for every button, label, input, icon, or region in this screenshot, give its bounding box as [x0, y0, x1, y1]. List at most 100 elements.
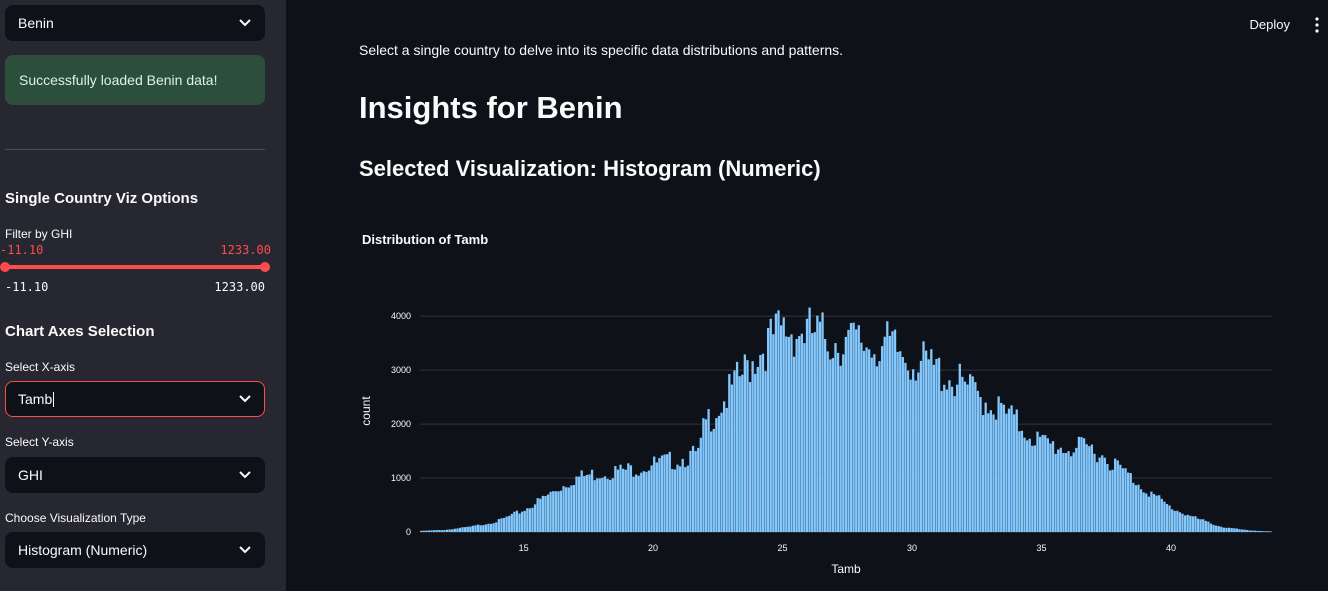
histogram-bar [976, 390, 980, 532]
histogram-bar [686, 465, 690, 532]
histogram-bar [440, 530, 444, 532]
histogram-bar [699, 437, 702, 532]
histogram-bar [427, 530, 431, 532]
histogram-bar [650, 465, 653, 532]
histogram-bar [562, 486, 565, 532]
histogram-bar [464, 527, 467, 532]
histogram-bar [1191, 516, 1195, 532]
histogram-bar [1005, 413, 1008, 532]
ghi-slider-max-thumb[interactable] [260, 262, 270, 272]
histogram-bar [1129, 473, 1132, 532]
histogram-bar [862, 350, 866, 532]
histogram-bar [1207, 521, 1210, 532]
histogram-bar [443, 530, 446, 532]
chevron-down-icon [239, 471, 251, 479]
histogram-bar [883, 336, 886, 532]
histogram-bar [1183, 515, 1187, 532]
histogram-bar [707, 409, 710, 532]
histogram-bar [842, 354, 845, 532]
histogram-bar [1230, 528, 1233, 532]
histogram-bar [559, 490, 563, 532]
histogram-bar [1256, 530, 1259, 532]
histogram-bar [1098, 457, 1101, 532]
histogram-bar [930, 349, 933, 532]
viz-type-select[interactable]: Histogram (Numeric) [5, 532, 265, 568]
histogram-bar [479, 525, 482, 532]
histogram-bar [526, 508, 529, 532]
histogram-bar [565, 487, 568, 532]
ghi-slider-track[interactable] [5, 265, 265, 269]
histogram-bar [583, 476, 586, 532]
histogram-bar [1090, 444, 1094, 532]
chevron-down-icon [239, 395, 251, 403]
histogram-bar [653, 456, 656, 532]
histogram-bar [489, 523, 493, 532]
histogram-bar [515, 510, 519, 532]
histogram-bar [1023, 437, 1026, 532]
histogram-bar [1225, 527, 1228, 532]
x-tick-label: 30 [907, 543, 917, 553]
histogram-bar [1044, 435, 1047, 532]
histogram-bar [1108, 470, 1112, 532]
histogram-bar [609, 479, 612, 532]
histogram-bar [906, 370, 910, 532]
histogram-bar [453, 528, 456, 532]
histogram-bar [1031, 445, 1034, 532]
histogram-bar [940, 391, 943, 532]
country-select[interactable]: Benin [5, 5, 265, 41]
x-axis-select[interactable]: Tamb [5, 381, 265, 417]
histogram-bar [896, 351, 899, 532]
histogram-bar [513, 511, 516, 532]
histogram-bar [1194, 516, 1197, 532]
histogram-bar [616, 469, 620, 532]
histogram-bar [1025, 440, 1029, 532]
histogram-bar [981, 415, 985, 532]
histogram-bar [904, 362, 907, 532]
histogram-bar [1103, 457, 1106, 532]
deploy-button[interactable]: Deploy [1249, 17, 1290, 32]
axes-heading: Chart Axes Selection [5, 323, 155, 340]
histogram-bar [994, 419, 998, 532]
histogram-bar [1013, 414, 1016, 532]
histogram-bar [987, 413, 990, 532]
histogram-bar [430, 530, 433, 532]
histogram-bar [621, 468, 625, 532]
histogram-bar [798, 336, 801, 532]
histogram-bar [497, 519, 500, 532]
histogram-bar [557, 491, 560, 532]
x-tick-label: 40 [1166, 543, 1176, 553]
country-select-value: Benin [18, 15, 54, 31]
histogram-bar [1246, 529, 1249, 532]
histogram-bar [1093, 453, 1096, 532]
histogram-bar [523, 510, 526, 532]
histogram-bar [554, 491, 557, 532]
histogram-bar [1077, 436, 1081, 532]
y-axis-select[interactable]: GHI [5, 457, 265, 493]
y-axis-title: count [359, 396, 373, 426]
histogram-bar [1132, 482, 1135, 532]
y-tick-label: 1000 [391, 473, 411, 483]
histogram-bar [741, 374, 744, 532]
histogram-bar [1007, 408, 1011, 532]
histogram-bar [1215, 525, 1218, 532]
histogram-bar [779, 325, 783, 532]
histogram-bar [808, 307, 811, 532]
histogram-bar [932, 364, 936, 532]
histogram-bar [502, 517, 506, 532]
histogram-bar [966, 384, 969, 532]
histogram-bar [1209, 523, 1213, 532]
histogram-bar [1036, 431, 1039, 532]
histogram-bar [611, 478, 614, 532]
viz-type-label: Choose Visualization Type [5, 511, 146, 525]
histogram-bar [989, 410, 993, 532]
histogram-bar [935, 358, 938, 532]
histogram-bar [1220, 526, 1223, 532]
histogram-bar [508, 515, 511, 532]
ghi-slider-min-thumb[interactable] [0, 262, 10, 272]
histogram-bar [919, 360, 923, 532]
histogram-bar [634, 474, 638, 532]
histogram-bar [909, 379, 912, 532]
more-options-icon[interactable] [1315, 17, 1319, 33]
histogram-bar [1233, 528, 1236, 532]
histogram-bar [702, 418, 705, 532]
